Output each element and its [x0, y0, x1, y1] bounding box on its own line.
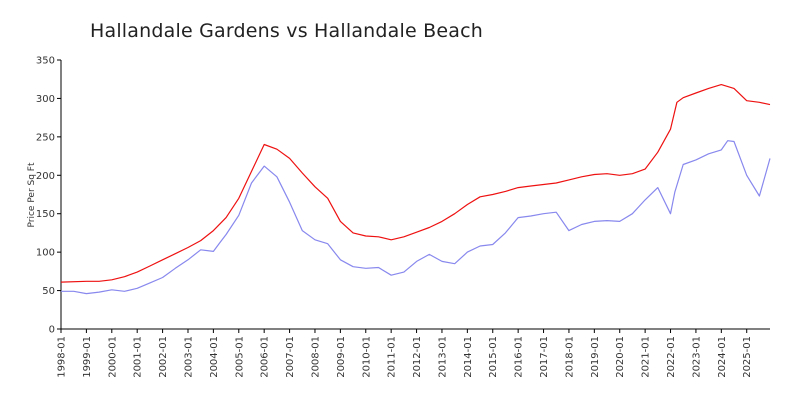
- x-tick-label: 2021-01: [641, 336, 652, 378]
- x-tick-label: 2018-01: [564, 336, 575, 378]
- x-tick-label: 2007-01: [285, 336, 296, 378]
- x-tick-label: 2004-01: [209, 336, 220, 378]
- y-tick-label: 100: [36, 248, 55, 259]
- x-tick-label: 2017-01: [539, 336, 550, 378]
- axes: 0 50 100 150 200 250 300 350 1998-01 1999-01 2000-…: [36, 56, 770, 378]
- y-axis-label: Price Per Sq Ft: [27, 162, 37, 227]
- x-tick-label: 1998-01: [57, 336, 68, 378]
- chart-title: Hallandale Gardens vs Hallandale Beach: [90, 20, 483, 42]
- y-tick-label: 0: [49, 325, 55, 336]
- y-tick-label: 300: [36, 94, 55, 105]
- y-tick-label: 200: [36, 171, 55, 182]
- x-tick-label: 1999-01: [82, 336, 93, 378]
- series-line-1: [60, 84, 771, 283]
- y-tick-label: 350: [36, 56, 55, 67]
- y-tick-label: 150: [36, 209, 55, 220]
- y-tick-label: 250: [36, 132, 55, 143]
- series-lines: [60, 84, 771, 295]
- x-tick-label: 2010-01: [361, 336, 372, 378]
- series-line-2: [61, 140, 771, 295]
- x-tick-label: 2019-01: [590, 336, 601, 378]
- x-tick-label: 2013-01: [437, 336, 448, 378]
- x-tick-label: 2014-01: [463, 336, 474, 378]
- x-tick-label: 2022-01: [666, 336, 677, 378]
- x-tick-label: 2015-01: [488, 336, 499, 378]
- x-tick-label: 2020-01: [615, 336, 626, 378]
- x-tick-label: 2002-01: [158, 336, 169, 378]
- x-tick-label: 2012-01: [412, 336, 423, 378]
- x-tick-label: 2009-01: [336, 336, 347, 378]
- x-tick-label: 2001-01: [133, 336, 144, 378]
- x-tick-label: 2005-01: [234, 336, 245, 378]
- x-tick-label: 2011-01: [387, 336, 398, 378]
- x-tick-label: 2023-01: [691, 336, 702, 378]
- y-tick-label: 50: [42, 286, 55, 297]
- x-tick-label: 2000-01: [107, 336, 118, 378]
- x-tick-label: 2008-01: [310, 336, 321, 378]
- x-tick-label: 2024-01: [717, 336, 728, 378]
- x-tick-label: 2006-01: [260, 336, 271, 378]
- x-tick-label: 2025-01: [742, 336, 753, 378]
- x-tick-label: 2003-01: [183, 336, 194, 378]
- x-tick-label: 2016-01: [514, 336, 525, 378]
